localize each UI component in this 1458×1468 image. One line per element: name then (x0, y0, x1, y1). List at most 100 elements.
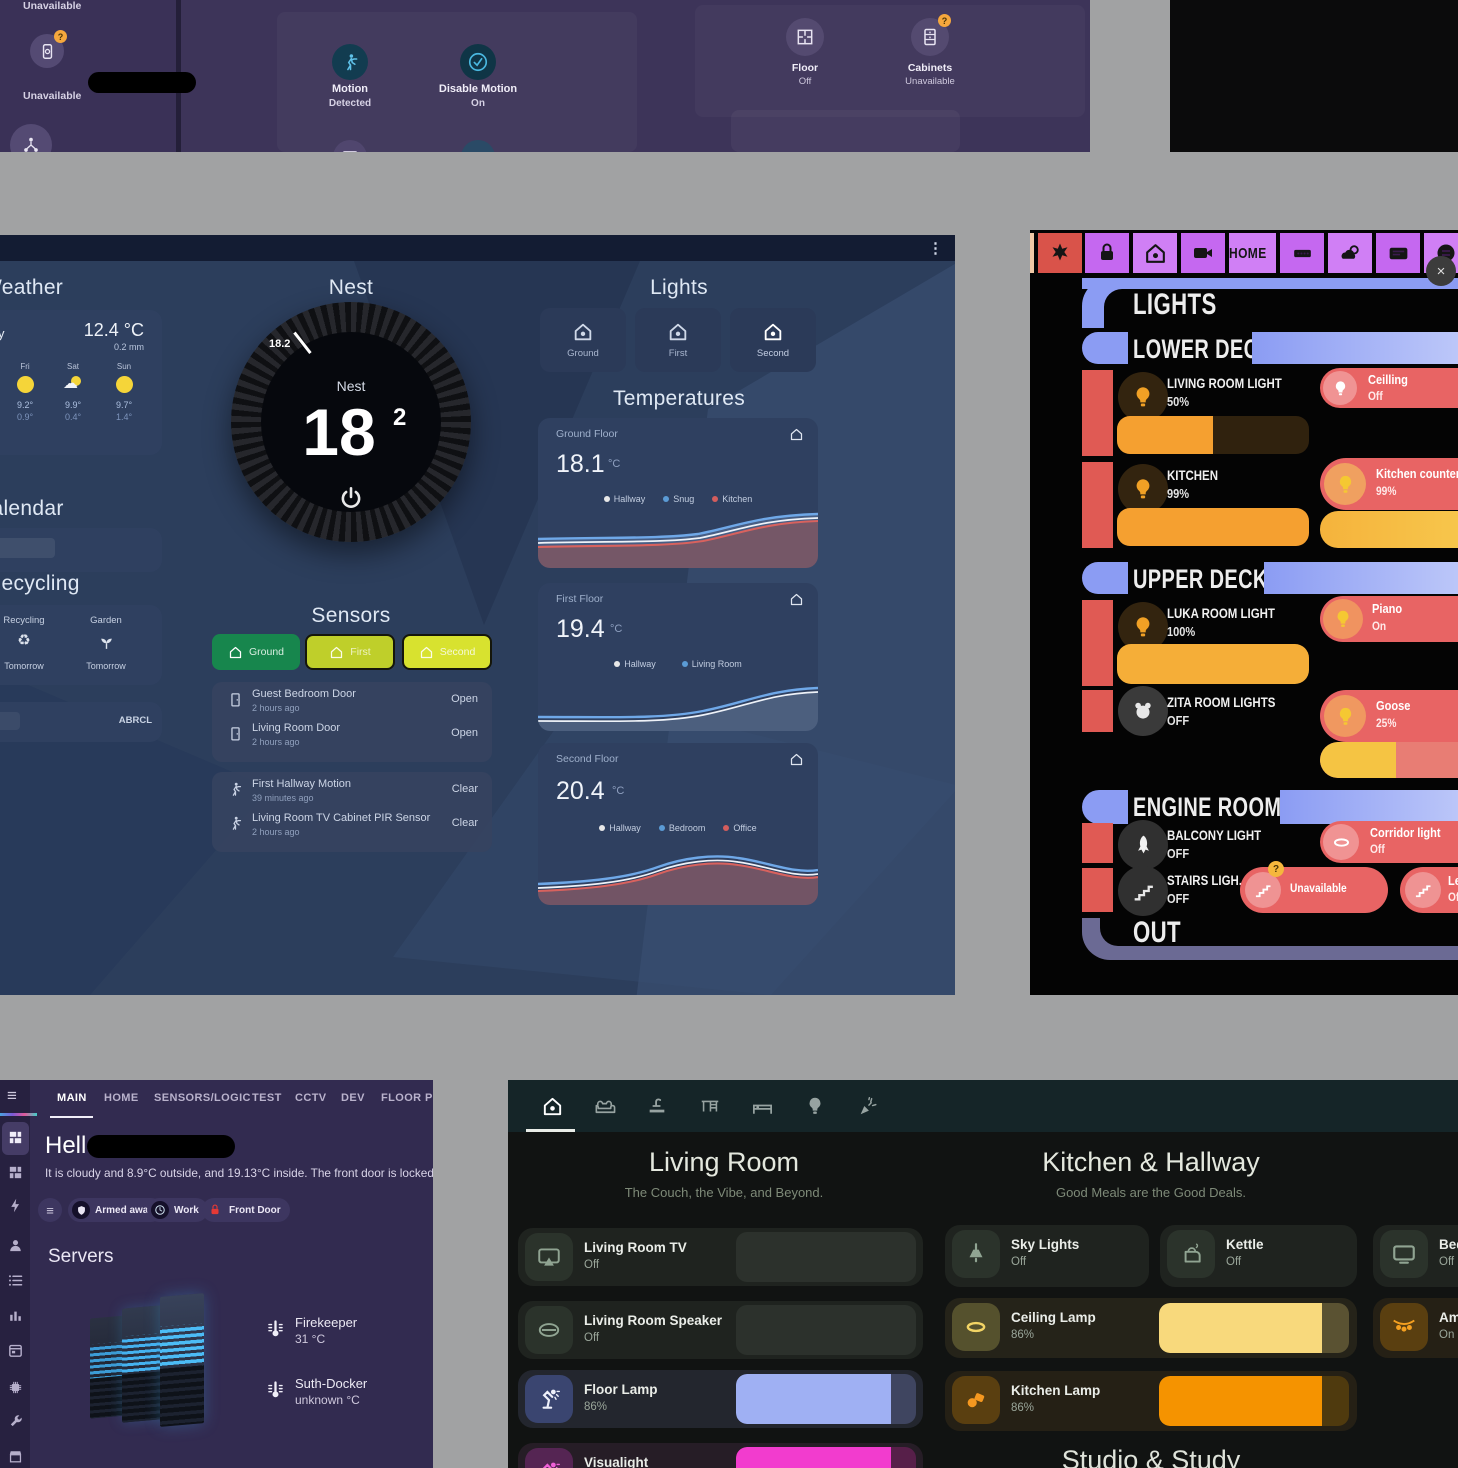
brightness-slider[interactable] (1320, 511, 1458, 548)
nav-house-button[interactable] (1133, 233, 1177, 273)
chip-work[interactable]: Work (147, 1198, 208, 1222)
tab-kitchen-icon[interactable] (645, 1094, 669, 1118)
nav-camera-button[interactable] (1181, 233, 1225, 273)
nav-home-button[interactable]: HOME (1229, 233, 1276, 273)
bulb-icon[interactable] (1118, 372, 1168, 422)
nav-star-button[interactable] (1038, 233, 1082, 273)
nav-remote-button[interactable] (1280, 233, 1324, 273)
sensor-filter-ground[interactable]: Ground (212, 634, 300, 670)
tile-slider[interactable] (736, 1232, 916, 1282)
tv-tile-icon[interactable] (333, 140, 367, 152)
floor-tile-icon[interactable] (786, 18, 824, 56)
bulb-icon[interactable] (1118, 464, 1168, 514)
close-button[interactable]: × (1426, 256, 1456, 286)
server-name[interactable]: Firekeeper (295, 1315, 358, 1330)
tab-home[interactable]: HOME (104, 1092, 139, 1104)
tab-livingroom-icon[interactable] (592, 1094, 616, 1118)
tab-sensors-logic[interactable]: SENSORS/LOGIC (154, 1092, 251, 1104)
menu-icon[interactable]: ≡ (7, 1086, 17, 1105)
tab-dev[interactable]: DEV (341, 1092, 365, 1104)
goose-pill[interactable]: Goose 25% (1320, 690, 1458, 742)
tab-test[interactable]: TEST (252, 1092, 282, 1104)
tab-bedroom-icon[interactable] (750, 1094, 774, 1118)
tile-slider[interactable] (736, 1374, 916, 1424)
chip-front-door[interactable]: Front Door (202, 1198, 290, 1222)
kitchen-countertop-pill[interactable]: Kitchen counterto 99% (1320, 458, 1458, 510)
partial-tile-icon[interactable] (461, 140, 495, 152)
tab-main[interactable]: MAIN (57, 1092, 87, 1104)
led-pill[interactable]: Le Off (1400, 867, 1458, 913)
ceiling-pill[interactable]: Ceilling Off (1320, 368, 1458, 408)
brightness-slider[interactable] (1117, 508, 1309, 546)
tab-party-icon[interactable] (856, 1094, 880, 1118)
rocket-icon[interactable] (1118, 820, 1168, 870)
light-button-first[interactable]: First (635, 308, 721, 372)
piano-pill[interactable]: Piano On (1320, 596, 1458, 642)
house-icon[interactable] (788, 591, 804, 607)
sensor-name[interactable]: Living Room Door (252, 722, 341, 734)
tile-slider[interactable] (736, 1447, 916, 1468)
bulb-icon[interactable] (1118, 602, 1168, 652)
house-icon[interactable] (788, 426, 804, 442)
tile-visualight[interactable]: Visualight (518, 1443, 923, 1468)
tile-bed-tv[interactable]: Bed Off (1373, 1225, 1458, 1287)
disable-motion-icon[interactable] (460, 44, 496, 80)
network-tile-icon[interactable] (10, 124, 52, 152)
hardware-icon[interactable] (7, 1379, 24, 1396)
temp-card-first-floor[interactable]: First Floor 19.4 °C Hallway Living Room (538, 583, 818, 731)
tab-cctv[interactable]: CCTV (295, 1092, 327, 1104)
sensor-filter-first[interactable]: First (305, 634, 395, 670)
weather-card[interactable]: y 12.4 °C 0.2 mm Fri 9.2° 0.9° Sat ☁ 9.9… (0, 310, 162, 455)
nav-media-button[interactable] (1376, 233, 1420, 273)
tile-kettle[interactable]: Kettle Off (1160, 1225, 1357, 1287)
sensor-filter-second[interactable]: Second (402, 634, 492, 670)
brightness-slider[interactable] (1117, 644, 1309, 684)
logbook-icon[interactable] (7, 1272, 24, 1289)
house-icon[interactable] (788, 751, 804, 767)
person-icon[interactable] (7, 1237, 24, 1254)
hacs-icon[interactable] (7, 1448, 24, 1465)
nav-lock-button[interactable] (1085, 233, 1129, 273)
calendar-icon[interactable] (7, 1342, 24, 1359)
corridor-pill[interactable]: Corridor light Off (1320, 821, 1458, 863)
tab-lights-icon[interactable] (803, 1094, 827, 1118)
recycling-card[interactable]: Recycling ♻ Tomorrow Garden Tomorrow (0, 605, 162, 685)
dashboard2-icon[interactable] (7, 1164, 24, 1181)
sensor-name[interactable]: Living Room TV Cabinet PIR Sensor (252, 812, 431, 824)
nest-thermostat-dial[interactable]: 18.2 Nest 18 2 (231, 302, 471, 542)
tile-slider[interactable] (1159, 1303, 1349, 1353)
chip-menu[interactable]: ≡ (38, 1198, 62, 1222)
motion-icon[interactable] (332, 44, 368, 80)
sensor-name[interactable]: First Hallway Motion (252, 778, 352, 790)
brightness-slider[interactable] (1320, 742, 1458, 778)
unavailable-pill[interactable]: ? Unavailable (1240, 861, 1388, 913)
tile-kitchen-lamp[interactable]: Kitchen Lamp 86% (945, 1371, 1357, 1431)
teddy-icon[interactable] (1118, 686, 1168, 736)
tile-amb-lights[interactable]: Amb On (1373, 1298, 1458, 1358)
energy-icon[interactable] (7, 1197, 24, 1214)
light-button-ground[interactable]: Ground (540, 308, 626, 372)
tile-living-room-speaker[interactable]: Living Room Speaker Off (518, 1301, 923, 1359)
temp-card-second-floor[interactable]: Second Floor 20.4 °C Hallway Bedroom Off… (538, 743, 818, 905)
tab-study-icon[interactable] (698, 1094, 722, 1118)
tile-sky-lights[interactable]: Sky Lights Off (945, 1225, 1149, 1287)
tile-living-room-tv[interactable]: Living Room TV Off (518, 1228, 923, 1286)
temp-card-ground-floor[interactable]: Ground Floor 18.1 °C Hallway Snug Kitche… (538, 418, 818, 568)
footer-card[interactable]: ABRCL (0, 702, 162, 742)
tab-floor-plan[interactable]: FLOOR PLA (381, 1092, 433, 1104)
tile-ceiling-lamp[interactable]: Ceiling Lamp 86% (945, 1298, 1357, 1358)
stairs-icon[interactable] (1118, 866, 1168, 916)
nav-weather-button[interactable] (1328, 233, 1372, 273)
tile-slider[interactable] (1159, 1376, 1349, 1426)
light-button-second[interactable]: Second (730, 308, 816, 372)
devtools-icon[interactable] (7, 1413, 24, 1430)
tile-slider[interactable] (736, 1305, 916, 1355)
server-name[interactable]: Suth-Docker (295, 1376, 368, 1391)
calendar-card[interactable] (0, 528, 162, 572)
power-icon[interactable] (337, 484, 365, 512)
history-icon[interactable] (7, 1307, 24, 1324)
brightness-slider[interactable] (1117, 416, 1309, 454)
tab-home-icon[interactable] (540, 1094, 564, 1118)
tile-floor-lamp[interactable]: Floor Lamp 86% (518, 1370, 923, 1428)
sensor-name[interactable]: Guest Bedroom Door (252, 688, 356, 700)
